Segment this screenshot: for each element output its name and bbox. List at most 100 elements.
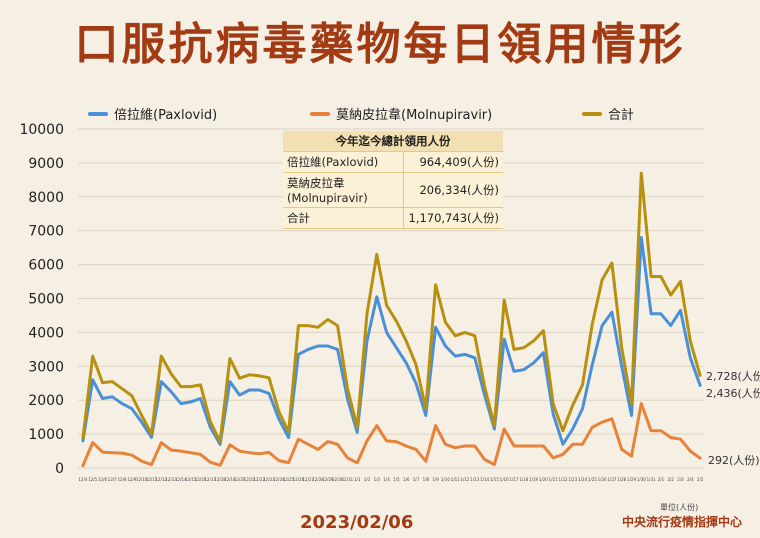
summary-value: 206,334(人份) (403, 172, 503, 208)
y-tick-label: 4000 (28, 325, 64, 341)
x-tick-label: 1/30 (637, 477, 646, 482)
x-tick-label: 12/24 (273, 477, 285, 482)
legend-item-total: 合計 (582, 104, 634, 123)
x-tick-label: 12/22 (253, 477, 265, 482)
summary-table: 今年迄今總計領用人份 倍拉維(Paxlovid) 964,409(人份) 莫納皮… (283, 131, 503, 229)
x-tick-label: 12/28 (312, 477, 324, 482)
x-tick-label: 1/27 (607, 477, 616, 482)
x-tick-label: 1/3 (374, 477, 381, 482)
legend-label-molnupiravir: 莫納皮拉韋(Molnupiravir) (336, 108, 493, 123)
x-tick-label: 12/25 (283, 477, 295, 482)
x-tick-label: 12/20 (234, 477, 246, 482)
x-tick-label: 12/17 (204, 477, 216, 482)
x-tick-label: 12/10 (136, 477, 148, 482)
x-tick-label: 12/14 (175, 477, 187, 482)
x-tick-label: 1/12 (460, 477, 469, 482)
series-line (81, 402, 702, 468)
x-tick-label: 2/4 (687, 477, 694, 482)
x-tick-label: 1/22 (558, 477, 567, 482)
y-tick-label: 10000 (19, 122, 64, 138)
source-label: 中央流行疫情指揮中心 (622, 515, 743, 529)
y-tick-label: 7000 (28, 224, 64, 240)
x-tick-label: 12/7 (108, 477, 117, 482)
y-tick-label: 5000 (28, 292, 64, 308)
end-label-paxlovid: 2,436(人份) (706, 387, 760, 400)
chart-series (81, 171, 702, 468)
summary-label: 合計 (283, 207, 404, 229)
x-tick-label: 2/5 (697, 477, 704, 482)
x-tick-label: 12/31 (342, 477, 354, 482)
x-tick-label: 12/27 (302, 477, 314, 482)
summary-label: 倍拉維(Paxlovid) (283, 151, 404, 173)
x-tick-label: 1/10 (441, 477, 450, 482)
summary-row-paxlovid: 倍拉維(Paxlovid) 964,409(人份) (283, 151, 503, 173)
x-tick-label: 1/18 (519, 477, 528, 482)
x-tick-label: 12/12 (156, 477, 168, 482)
x-tick-label: 1/17 (509, 477, 518, 482)
x-tick-label: 12/18 (214, 477, 226, 482)
legend-swatch-paxlovid (88, 111, 108, 116)
x-tick-label: 1/24 (578, 477, 587, 482)
x-tick-label: 1/9 (432, 477, 439, 482)
y-tick-label: 9000 (28, 156, 64, 172)
x-tick-label: 12/19 (224, 477, 236, 482)
x-tick-label: 1/31 (647, 477, 656, 482)
x-tick-label: 1/7 (413, 477, 420, 482)
x-tick-label: 1/6 (403, 477, 410, 482)
x-tick-label: 12/4 (78, 477, 87, 482)
x-tick-label: 12/29 (322, 477, 334, 482)
x-tick-label: 12/26 (293, 477, 305, 482)
x-tick-label: 12/6 (98, 477, 107, 482)
x-tick-label: 1/20 (539, 477, 548, 482)
x-tick-label: 12/21 (244, 477, 256, 482)
x-tick-label: 2/1 (658, 477, 665, 482)
y-axis-ticks: 0 1000 2000 3000 4000 5000 6000 7000 8000 9000 100… (19, 122, 64, 477)
page-title: 口服抗病毒藥物每日領用情形 (74, 19, 686, 70)
y-tick-label: 1000 (28, 427, 64, 443)
report-date: 2023/02/06 (300, 512, 414, 533)
y-tick-label: 3000 (28, 359, 64, 375)
x-tick-label: 12/9 (127, 477, 136, 482)
x-tick-label: 1/14 (480, 477, 489, 482)
x-tick-label: 12/30 (332, 477, 344, 482)
summary-value: 1,170,743(人份) (403, 207, 503, 229)
end-label-molnupiravir: 292(人份) (708, 454, 760, 467)
x-tick-label: 1/1 (354, 477, 361, 482)
summary-row-molnupiravir: 莫納皮拉韋(Molnupiravir) 206,334(人份) (283, 172, 503, 208)
summary-row-total: 合計 1,170,743(人份) (283, 207, 503, 229)
x-tick-label: 1/26 (598, 477, 607, 482)
x-tick-label: 1/2 (364, 477, 371, 482)
x-tick-label: 12/15 (185, 477, 197, 482)
series-line (81, 236, 702, 446)
x-tick-label: 12/16 (195, 477, 207, 482)
legend-item-paxlovid: 倍拉維(Paxlovid) (88, 104, 217, 123)
summary-header-row: 今年迄今總計領用人份 (283, 131, 503, 152)
x-tick-label: 12/5 (88, 477, 97, 482)
chart-legend: 倍拉維(Paxlovid) 莫納皮拉韋(Molnupiravir) 合計 (0, 104, 760, 124)
series-line (81, 171, 702, 444)
x-tick-label: 2/3 (677, 477, 684, 482)
x-tick-label: 1/19 (529, 477, 538, 482)
x-tick-label: 2/2 (667, 477, 674, 482)
y-tick-label: 2000 (28, 393, 64, 409)
x-tick-label: 1/25 (588, 477, 597, 482)
x-axis: 12/4 12/5 12/6 12/7 12/8 12/9 12/1012/1112/121… (78, 477, 703, 482)
x-tick-label: 12/13 (165, 477, 177, 482)
x-tick-label: 1/21 (549, 477, 558, 482)
legend-label-paxlovid: 倍拉維(Paxlovid) (114, 108, 218, 123)
x-tick-label: 1/8 (423, 477, 430, 482)
summary-header: 今年迄今總計領用人份 (283, 131, 503, 152)
unit-note: 單位(人份) (660, 503, 699, 512)
x-tick-label: 1/28 (617, 477, 626, 482)
x-tick-label: 1/5 (393, 477, 400, 482)
legend-label-total: 合計 (608, 108, 635, 123)
summary-label: 莫納皮拉韋(Molnupiravir) (283, 172, 404, 208)
y-tick-label: 8000 (28, 190, 64, 206)
x-tick-label: 12/23 (263, 477, 275, 482)
legend-swatch-total (582, 111, 602, 116)
x-tick-label: 1/11 (451, 477, 460, 482)
legend-swatch-molnupiravir (310, 111, 330, 116)
x-tick-label: 1/13 (470, 477, 479, 482)
summary-value: 964,409(人份) (403, 151, 503, 173)
